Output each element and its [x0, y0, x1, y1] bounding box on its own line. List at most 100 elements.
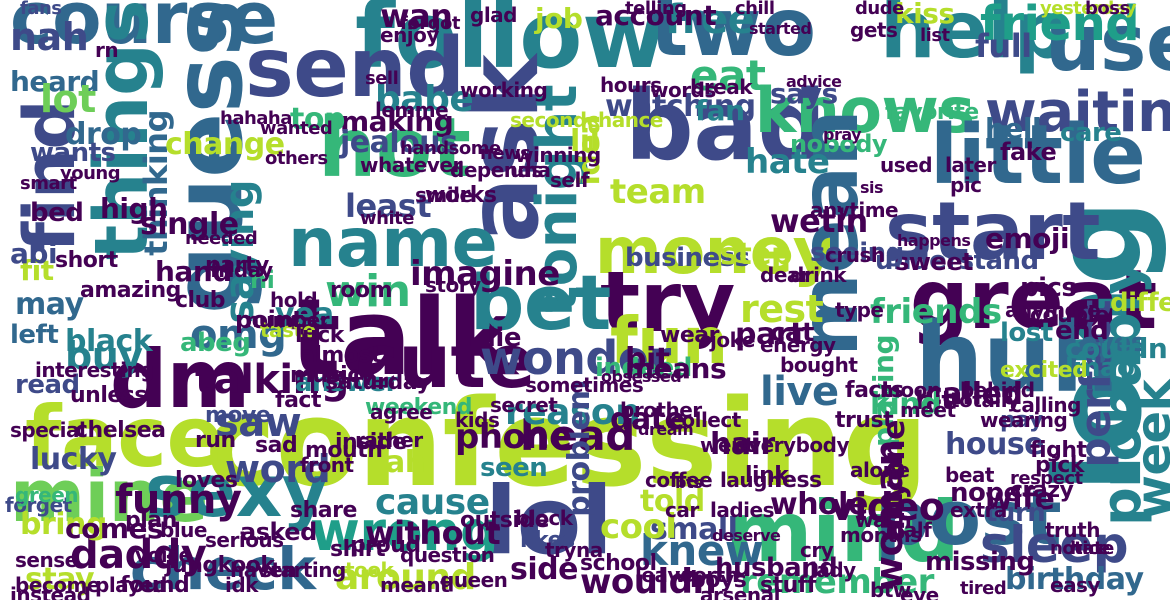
word-live: live — [760, 369, 839, 415]
word-wrong: wrong — [310, 500, 499, 563]
word-found: found — [120, 573, 190, 598]
word-front: front — [300, 453, 354, 477]
word-joke: joke — [710, 328, 755, 352]
word-wouldn: wouldn — [580, 562, 717, 600]
word-facts: facts — [845, 378, 904, 403]
word-understand: understand — [875, 246, 1039, 276]
word-agree: agree — [370, 400, 433, 424]
word-likes: likes — [520, 528, 575, 553]
word-rn: rn — [95, 38, 119, 62]
word-young: young — [60, 163, 121, 184]
word-lot: lot — [40, 77, 96, 121]
word-indeed: indeed — [595, 353, 692, 383]
word-needed: needed — [185, 228, 258, 249]
word-saturday: saturday — [325, 370, 431, 395]
word-dude: dude — [855, 0, 904, 19]
word-queen: queen — [440, 568, 508, 592]
word-babe: babe — [375, 79, 474, 120]
word-face: face — [25, 388, 224, 486]
word-house: house — [945, 427, 1045, 462]
word-weekend: weekend — [365, 395, 473, 420]
word-respect: respect — [1010, 468, 1083, 489]
word-part: part — [735, 317, 804, 352]
word-abeg: abeg — [180, 328, 251, 358]
word-team: team — [610, 172, 706, 212]
word-called: called — [925, 377, 1023, 412]
word-hi: hi — [250, 266, 275, 294]
word-news: news — [480, 143, 531, 164]
word-boys: boys — [690, 568, 747, 593]
word-word: word — [225, 447, 331, 491]
word-watching: watching — [605, 89, 756, 124]
word-hate: hate — [745, 142, 830, 182]
word-bts: bts — [675, 473, 703, 492]
word-lemme: lemme — [375, 98, 449, 122]
word-fact: fact — [275, 388, 321, 413]
word-mine: mine — [10, 454, 208, 538]
word-trust: trust — [835, 408, 894, 433]
word-meet: meet — [900, 398, 956, 422]
word-tired: tired — [960, 578, 1007, 599]
word-send: send — [245, 21, 465, 116]
word-took: took — [345, 558, 394, 582]
word-move: move — [205, 403, 271, 428]
word-loves: loves — [175, 468, 238, 493]
word-says: says — [770, 77, 838, 110]
word-confessing: confessing — [205, 375, 928, 514]
word-sad: sad — [255, 433, 298, 458]
word-sexy: sexy — [145, 449, 329, 533]
word-wear: wear — [660, 323, 719, 348]
word-start: start — [885, 185, 1101, 278]
word-went: went — [700, 433, 754, 457]
word-whatever: whatever — [360, 153, 462, 177]
word-knows: knows — [755, 74, 975, 147]
word-nah: nah — [10, 15, 89, 59]
word-dm: dm — [110, 333, 250, 426]
word-small: small — [650, 512, 738, 547]
word-kids: kids — [455, 408, 500, 432]
word-cat: cat — [770, 318, 814, 348]
word-type: type — [835, 298, 884, 322]
word-eat: eat — [690, 51, 766, 100]
word-help: help — [880, 0, 1070, 76]
word-blue: blue — [160, 518, 207, 542]
word-sis: sis — [860, 178, 884, 197]
word-check: check — [130, 535, 316, 600]
word-couple: couple — [1030, 303, 1110, 328]
word-mouth: mouth — [305, 438, 383, 463]
word-turn: turn — [985, 498, 1046, 528]
word-used: used — [880, 153, 933, 177]
word-music: music — [290, 363, 360, 388]
word-pics: pics — [1020, 273, 1077, 303]
word-number: number — [245, 308, 330, 332]
word-ladies: ladies — [710, 498, 775, 522]
word-sense: sense — [15, 548, 78, 572]
word-depends: depends — [450, 158, 543, 182]
word-behind: behind — [960, 378, 1035, 402]
word-dear: dear — [760, 263, 810, 287]
word-serious: serious — [205, 528, 284, 552]
word-answer: answer — [295, 368, 399, 398]
word-read: read — [15, 370, 80, 400]
word-started: started — [749, 19, 812, 38]
word-saying: saying — [217, 180, 263, 324]
word-course: course — [10, 0, 278, 60]
word-follow: follow — [355, 0, 667, 89]
word-idk: idk — [225, 573, 258, 597]
word-secondchance: secondchance — [510, 108, 663, 132]
word-crush: crush — [825, 243, 885, 267]
word-block: block — [515, 506, 573, 530]
word-seeing: seeing — [810, 238, 904, 268]
word-fan: fan — [695, 94, 745, 127]
word-high: high — [100, 192, 168, 225]
word-drink: drink — [790, 263, 847, 287]
word-alone: alone — [850, 458, 910, 482]
word-without: without — [365, 514, 501, 552]
word-forgot: forgot — [400, 13, 460, 34]
word-name: name — [288, 204, 498, 283]
word-told: told — [640, 484, 705, 519]
word-phone: phone — [455, 417, 572, 457]
word-later: later — [945, 153, 996, 177]
word-handsome: handsome — [400, 138, 501, 159]
